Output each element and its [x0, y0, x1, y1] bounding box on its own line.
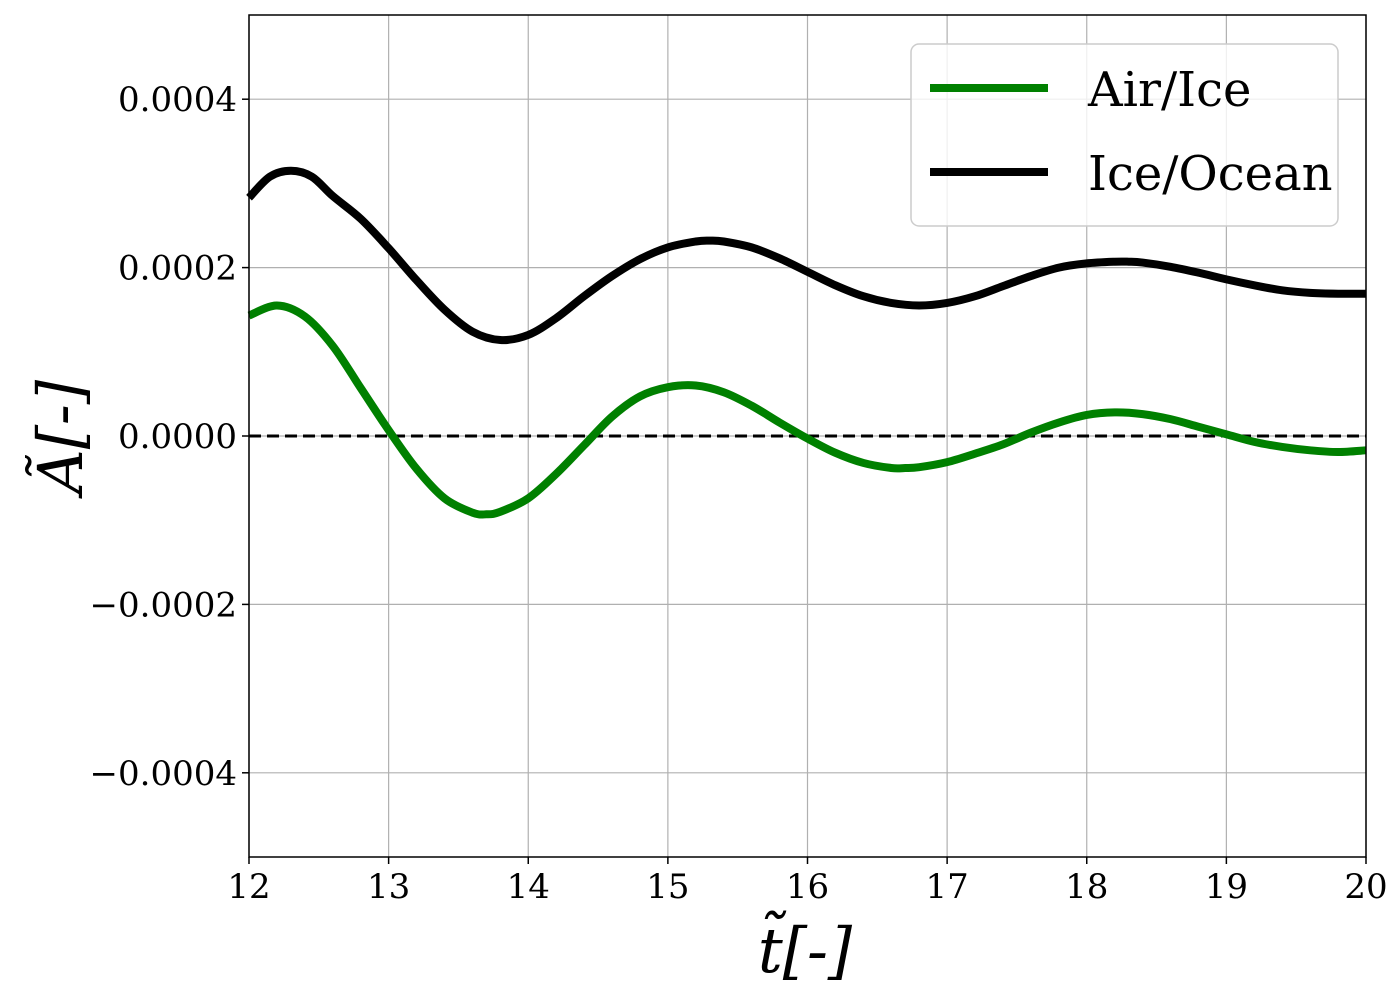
x-tick-label: 13: [367, 867, 410, 907]
x-tick-label: 15: [646, 867, 689, 907]
legend-label-air-ice: Air/Ice: [1087, 62, 1251, 118]
x-tick-label: 12: [227, 867, 270, 907]
legend-label-ice-ocean: Ice/Ocean: [1088, 146, 1333, 202]
y-tick-label: 0.0004: [118, 80, 237, 120]
x-tick-label: 14: [507, 867, 550, 907]
y-tick-label: 0.0000: [118, 417, 237, 457]
plot-area: [246, 166, 1367, 519]
legend: Air/Ice Ice/Ocean: [910, 43, 1339, 227]
y-tick-label: −0.0002: [90, 585, 237, 625]
series-line-air-ice: [247, 301, 1367, 519]
x-tick-label: 17: [925, 867, 968, 907]
x-tick-label: 16: [786, 867, 829, 907]
x-axis-label: t̃[-]: [758, 910, 853, 987]
y-axis-label: Ã[-]: [24, 379, 97, 499]
x-tick-label: 20: [1344, 867, 1387, 907]
y-tick-label: −0.0004: [90, 754, 237, 794]
series-line-ice-ocean: [246, 166, 1367, 345]
y-tick-label: 0.0002: [118, 249, 237, 289]
x-axis-ticks: 12 13 14 15 16 17 18 19 20: [227, 857, 1388, 907]
y-axis-ticks: 0.0004 0.0002 0.0000 −0.0002 −0.0004: [90, 80, 249, 794]
x-tick-label: 18: [1065, 867, 1108, 907]
x-tick-label: 19: [1205, 867, 1248, 907]
